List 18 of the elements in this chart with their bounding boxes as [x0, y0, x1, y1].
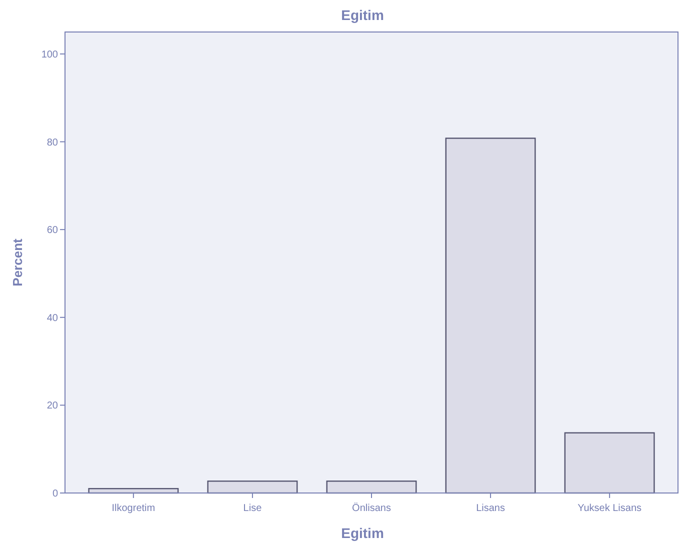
chart-title: Egitim	[341, 7, 384, 23]
y-tick-label: 0	[52, 488, 58, 500]
y-tick-label: 40	[46, 312, 58, 324]
y-axis-title: Percent	[10, 238, 25, 286]
y-tick-label: 80	[46, 137, 58, 148]
x-tick-label: Yuksek Lisans	[578, 503, 642, 514]
x-axis-title: Egitim	[341, 525, 384, 541]
x-tick-label: Önlisans	[352, 502, 391, 514]
bar	[564, 432, 655, 494]
y-tick-label: 20	[46, 400, 58, 412]
y-tick-label: 60	[46, 225, 58, 236]
bar	[326, 480, 417, 494]
x-tick-label: Ilkogretim	[112, 503, 156, 514]
x-tick-label: Lise	[243, 503, 262, 514]
y-tick-label: 100	[41, 49, 58, 60]
bar	[445, 138, 536, 494]
x-tick-label: Lisans	[476, 503, 505, 514]
bar	[207, 480, 298, 494]
